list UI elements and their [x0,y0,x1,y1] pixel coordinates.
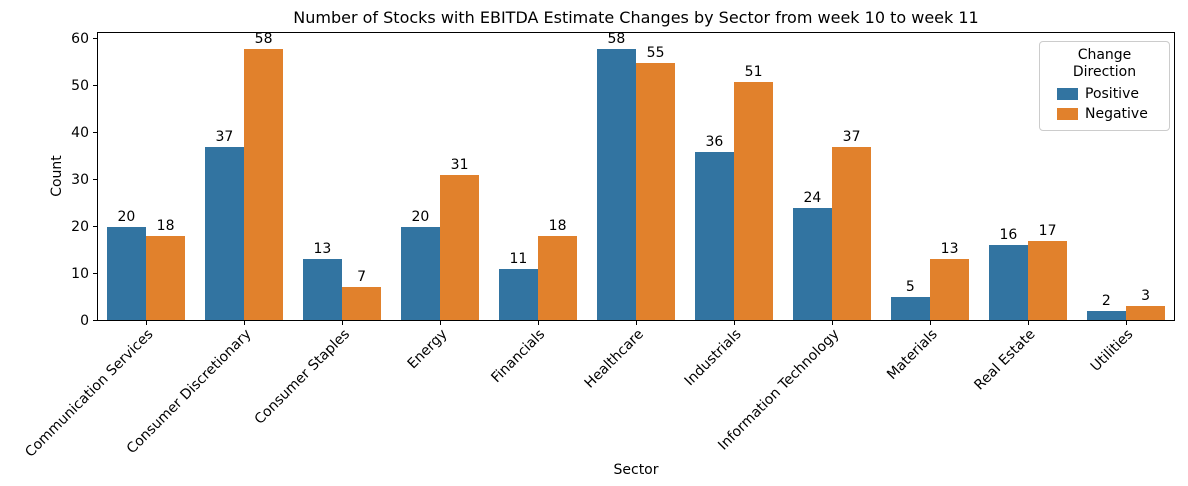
chart-title: Number of Stocks with EBITDA Estimate Ch… [293,8,979,27]
x-tick-mark [341,321,343,325]
bar-value-label: 37 [842,129,861,146]
bar-value-label: 36 [705,133,724,150]
y-tick-mark [93,131,97,133]
bar-positive-consumer-staples [302,259,342,320]
y-tick-label: 10 [71,265,89,282]
bar-value-label: 11 [509,250,528,267]
y-tick-label: 50 [71,77,89,94]
bar-negative-financials [538,235,578,320]
x-tick-label-financials: Financials [488,326,549,387]
x-tick-label-consumer-staples: Consumer Staples [251,326,353,428]
x-tick-label-energy: Energy [404,326,451,373]
bar-value-label: 3 [1141,287,1151,304]
legend: Change Direction Positive Negative [1039,41,1170,131]
x-tick-label-materials: Materials [883,326,941,383]
x-tick-label-utilities: Utilities [1088,326,1137,375]
bar-value-label: 17 [1038,222,1057,239]
y-tick-mark [93,84,97,86]
bar-positive-consumer-discretionary [204,147,244,320]
bar-negative-consumer-discretionary [244,48,284,320]
bar-value-label: 51 [744,63,763,80]
legend-item-positive: Positive [1046,84,1163,104]
x-tick-mark [929,321,931,325]
x-tick-label-healthcare: Healthcare [581,326,647,392]
bar-value-label: 13 [313,241,332,258]
legend-label-negative: Negative [1085,106,1148,122]
bar-positive-real-estate [988,245,1028,320]
legend-swatch-positive [1057,88,1078,100]
bar-value-label: 55 [646,44,665,61]
bar-negative-consumer-staples [342,287,382,320]
bar-negative-energy [440,175,480,320]
y-tick-mark [93,225,97,227]
x-tick-label-industrials: Industrials [681,326,745,390]
bar-positive-information-technology [792,207,832,320]
x-tick-mark [1125,321,1127,325]
bar-value-label: 20 [117,208,136,225]
x-axis-label: Sector [613,462,659,478]
x-tick-mark [537,321,539,325]
legend-title: Change Direction [1072,47,1137,80]
bar-positive-healthcare [596,48,636,320]
y-tick-mark [93,272,97,274]
bar-value-label: 2 [1101,292,1111,309]
y-tick-label: 60 [71,30,89,47]
bar-value-label: 5 [905,278,915,295]
x-tick-label-real-estate: Real Estate [971,326,1039,394]
bar-value-label: 18 [548,217,567,234]
bar-positive-materials [890,296,930,320]
y-tick-label: 40 [71,124,89,141]
legend-label-positive: Positive [1085,86,1139,102]
bar-negative-healthcare [636,62,676,320]
bar-value-label: 37 [215,129,234,146]
bar-positive-energy [400,226,440,320]
x-tick-mark [439,321,441,325]
bar-value-label: 31 [450,157,469,174]
bar-value-label: 20 [411,208,430,225]
bar-positive-financials [498,268,538,320]
plot-area: 20 37 13 20 11 58 36 24 5 16 2 18 58 7 31 18 55 51 37 13 17 3 [97,32,1175,321]
bar-negative-communication-services [146,235,186,320]
bar-positive-utilities [1086,310,1126,320]
bar-value-label: 16 [999,227,1018,244]
y-tick-label: 0 [80,313,89,329]
legend-swatch-negative [1057,108,1078,120]
bar-negative-utilities [1126,305,1166,320]
y-tick-label: 20 [71,218,89,235]
x-tick-mark [243,321,245,325]
bar-value-label: 24 [803,189,822,206]
bar-negative-information-technology [832,147,872,320]
bar-negative-industrials [734,81,774,320]
legend-item-negative: Negative [1046,104,1163,124]
bar-negative-materials [930,259,970,320]
x-tick-mark [1027,321,1029,325]
x-tick-mark [831,321,833,325]
bar-value-label: 58 [607,30,626,47]
y-tick-label: 30 [71,171,89,188]
y-tick-mark [93,320,97,321]
bar-value-label: 18 [156,217,175,234]
bar-positive-industrials [694,151,734,320]
x-tick-mark [145,321,147,325]
bar-value-label: 13 [940,241,959,258]
y-tick-mark [93,178,97,180]
bar-value-label: 7 [357,269,367,286]
y-tick-mark [93,37,97,39]
bar-positive-communication-services [106,226,146,320]
x-tick-mark [635,321,637,325]
bar-value-label: 58 [254,30,273,47]
bar-negative-real-estate [1028,240,1068,320]
x-tick-mark [733,321,735,325]
